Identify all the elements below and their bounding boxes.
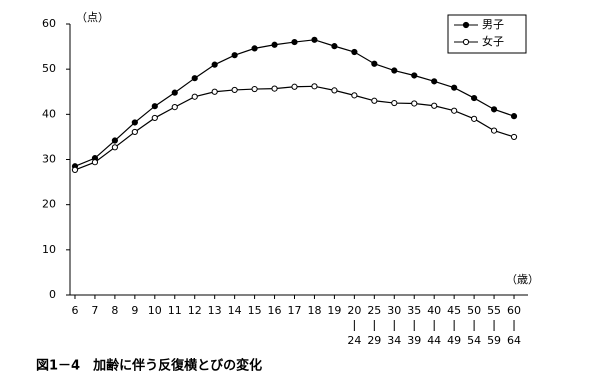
x-tick-label: 25 — [367, 304, 381, 317]
x-tick-label: 7 — [91, 304, 98, 317]
caption: 図1－4 加齢に伴う反復横とびの変化 — [36, 358, 262, 374]
data-point — [331, 43, 338, 50]
x-tick-label-end: 49 — [447, 334, 461, 347]
x-tick-label-end: 24 — [347, 334, 361, 347]
x-tick-label: 11 — [168, 304, 182, 317]
data-point — [431, 78, 438, 85]
x-tick-label-end: 54 — [467, 334, 481, 347]
data-point — [271, 85, 278, 92]
y-tick-label: 50 — [42, 62, 56, 75]
data-point — [211, 61, 218, 68]
x-tick-label: 15 — [248, 304, 262, 317]
data-point — [471, 94, 478, 102]
x-tick-label: 40 — [427, 304, 441, 317]
data-point — [371, 97, 378, 104]
data-point — [311, 83, 318, 90]
data-point — [251, 85, 258, 93]
legend-marker — [462, 38, 470, 46]
data-point — [271, 41, 278, 48]
x-tick-label-end: 39 — [407, 334, 421, 347]
data-point — [311, 36, 318, 43]
x-tick-label: 9 — [131, 304, 138, 317]
y-tick-label: 10 — [42, 243, 56, 256]
data-point — [510, 113, 518, 120]
data-point — [151, 103, 158, 110]
y-tick-label: 20 — [42, 198, 56, 211]
data-point — [131, 128, 138, 136]
data-point — [231, 52, 238, 59]
x-tick-label: 17 — [288, 304, 302, 317]
data-point — [451, 84, 458, 91]
data-point — [351, 92, 358, 99]
y-tick-label: 40 — [42, 107, 56, 120]
data-point — [211, 88, 218, 95]
series-line — [74, 85, 515, 171]
legend-label: 女子 — [482, 34, 504, 48]
data-point — [490, 106, 498, 113]
legend-label: 男子 — [482, 18, 504, 31]
data-point — [490, 127, 498, 134]
data-point — [231, 86, 238, 94]
data-point — [191, 75, 198, 82]
data-point — [391, 99, 398, 107]
x-tick-label: 16 — [268, 304, 282, 317]
data-point — [411, 100, 418, 107]
data-point — [171, 104, 178, 111]
legend-marker — [462, 21, 470, 29]
data-point — [111, 137, 118, 144]
x-tick-label-end: 34 — [387, 334, 401, 347]
x-tick-label: 60 — [507, 304, 521, 317]
x-tick-label: 14 — [228, 304, 242, 317]
data-point — [191, 93, 198, 100]
data-point — [411, 72, 418, 79]
data-point — [331, 87, 338, 94]
y-tick-label: 0 — [49, 288, 56, 301]
x-axis-label: （歳） — [506, 273, 539, 286]
data-point — [451, 107, 458, 114]
x-tick-label: 12 — [188, 304, 202, 317]
data-point — [151, 114, 158, 122]
x-tick-label: 50 — [467, 304, 481, 317]
data-point — [171, 89, 178, 96]
legend-box — [447, 14, 527, 54]
x-tick-label: 45 — [447, 304, 461, 317]
x-tick-label-end: 44 — [427, 334, 441, 347]
data-point — [291, 83, 298, 90]
x-tick-label-end: 59 — [487, 334, 501, 347]
data-point — [131, 119, 138, 126]
x-tick-label: 8 — [111, 304, 118, 317]
x-tick-label: 55 — [487, 304, 501, 317]
data-point — [510, 133, 518, 141]
data-point — [91, 159, 99, 166]
y-tick-label: 60 — [42, 17, 56, 30]
x-tick-label: 35 — [407, 304, 421, 317]
y-axis-label: （点） — [76, 11, 109, 24]
x-tick-label: 13 — [208, 304, 222, 317]
data-point — [391, 67, 398, 74]
data-point — [431, 102, 438, 109]
data-point — [251, 45, 258, 52]
x-tick-label-end: 29 — [367, 334, 381, 347]
x-tick-label: 19 — [327, 304, 341, 317]
data-point — [351, 48, 358, 56]
x-tick-label: 30 — [387, 304, 401, 317]
data-point — [71, 166, 79, 173]
data-point — [471, 115, 478, 122]
data-point — [291, 38, 298, 46]
x-tick-label: 6 — [71, 304, 78, 317]
x-tick-label: 20 — [347, 304, 361, 317]
data-point — [371, 60, 378, 67]
series-line — [74, 39, 515, 167]
y-tick-label: 30 — [42, 153, 56, 166]
x-tick-label-end: 64 — [507, 334, 521, 347]
x-tick-label: 10 — [148, 304, 162, 317]
x-tick-label: 18 — [307, 304, 321, 317]
data-point — [111, 144, 118, 151]
